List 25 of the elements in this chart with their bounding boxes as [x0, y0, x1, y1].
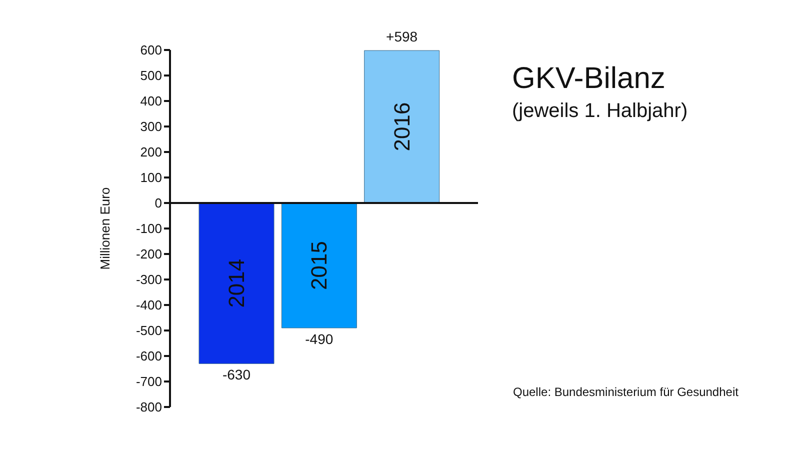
y-tick-label: -400: [136, 298, 162, 313]
y-tick-label: 100: [140, 170, 162, 186]
text: GKV-Bilanz: [512, 62, 666, 96]
y-tick-label: -100: [136, 221, 162, 236]
y-tick-label: -800: [136, 400, 162, 415]
x-tick-label: 2016: [389, 102, 414, 152]
x-tick-label: 2014: [224, 258, 249, 308]
y-tick-label: 600: [140, 42, 162, 58]
y-tick-label: 500: [140, 68, 162, 84]
y-tick-label: -300: [136, 272, 162, 288]
y-tick-label: 200: [140, 144, 162, 160]
y-tick-label: -700: [136, 374, 162, 390]
y-tick-label: -200: [136, 246, 162, 262]
data-label: +598: [386, 28, 418, 45]
y-axis-title: Millionen Euro: [98, 187, 113, 270]
y-tick-label: -600: [136, 348, 162, 364]
x-tick-label: 2015: [306, 241, 332, 290]
data-label: -630: [222, 366, 251, 383]
y-tick-label: 300: [140, 119, 162, 134]
data-label: -490: [305, 330, 334, 347]
y-tick-label: -500: [136, 323, 162, 338]
y-tick-label: 400: [140, 94, 162, 109]
y-tick-label: 0: [154, 196, 162, 211]
text: (jeweils 1. Halbjahr): [512, 100, 688, 123]
source-note: Quelle: Bundesministerium für Gesundheit: [513, 385, 738, 399]
